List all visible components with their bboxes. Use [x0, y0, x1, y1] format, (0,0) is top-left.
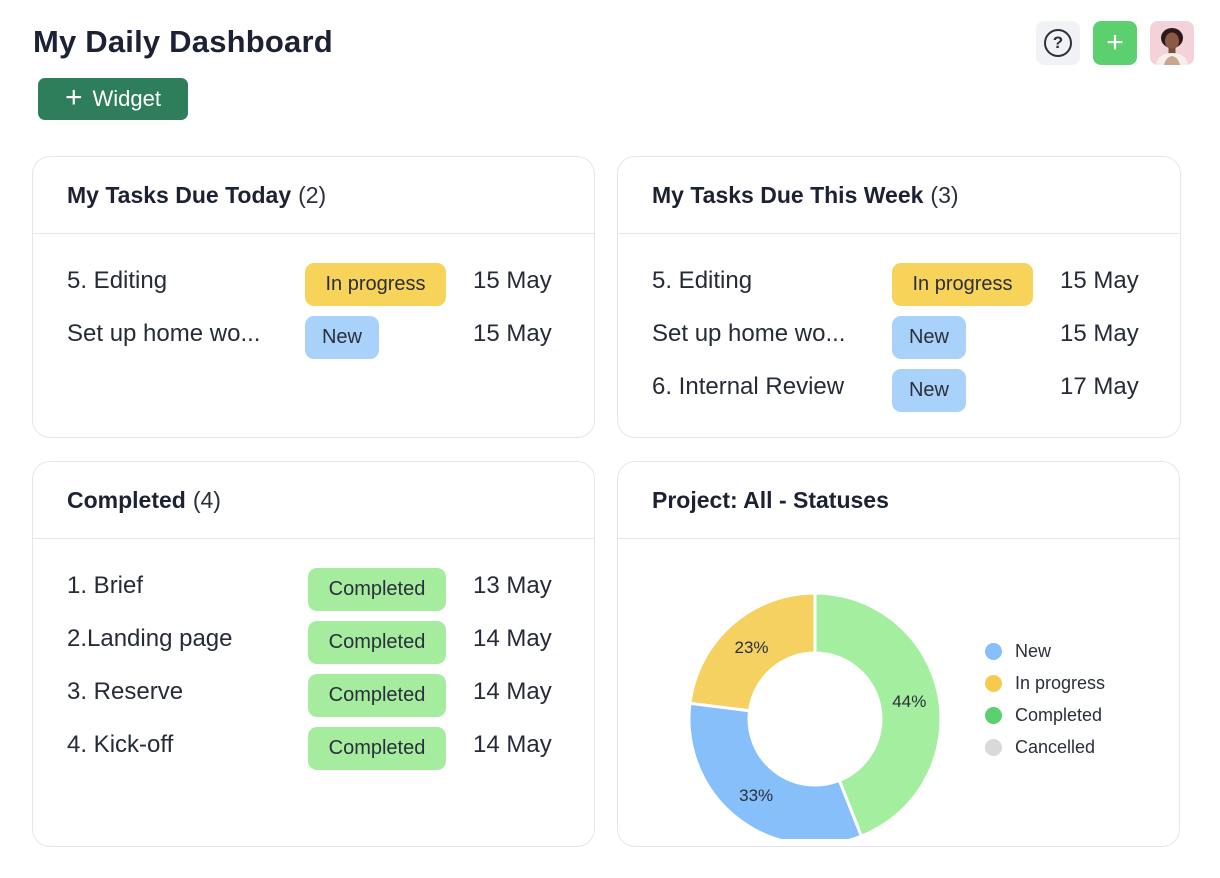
due-date: 17 May	[1060, 373, 1139, 400]
status-badge: In progress	[892, 263, 1033, 306]
legend-item-cancelled[interactable]: Cancelled	[985, 731, 1105, 763]
avatar[interactable]	[1150, 21, 1194, 65]
task-count: (3)	[930, 181, 959, 208]
donut-slice-new[interactable]	[687, 701, 864, 839]
legend-item-new[interactable]: New	[985, 635, 1105, 667]
status-badge: In progress	[305, 263, 446, 306]
status-badge: Completed	[308, 621, 446, 664]
donut-slice-label: 33%	[739, 786, 773, 805]
card-header: Project: All - Statuses	[618, 462, 1179, 539]
card-title: My Tasks Due This Week	[652, 181, 924, 208]
task-name[interactable]: Set up home wo...	[67, 320, 261, 347]
donut-chart: 44% 33% 23%	[687, 591, 943, 839]
due-date: 15 May	[1060, 320, 1139, 347]
task-row[interactable]: 6. Internal Review New 17 May	[652, 369, 1180, 422]
due-date: 14 May	[473, 731, 552, 758]
card-header: My Tasks Due Today (2)	[33, 157, 594, 234]
due-date: 15 May	[1060, 267, 1139, 294]
chart-area: 44% 33% 23% New In progress Completed Canc…	[618, 539, 1179, 839]
legend-item-in-progress[interactable]: In progress	[985, 667, 1105, 699]
status-badge: Completed	[308, 727, 446, 770]
legend-label: In progress	[1015, 672, 1106, 693]
due-date: 14 May	[473, 678, 552, 705]
status-badge: Completed	[308, 674, 446, 717]
task-name[interactable]: 4. Kick-off	[67, 731, 174, 758]
card-header: My Tasks Due This Week (3)	[618, 157, 1180, 234]
task-name[interactable]: Set up home wo...	[652, 320, 846, 347]
task-count: (2)	[298, 181, 327, 208]
task-row[interactable]: 5. Editing In progress 15 May	[652, 263, 1180, 316]
legend-label: Completed	[1015, 704, 1103, 725]
chart-legend: New In progress Completed Cancelled	[985, 635, 1105, 763]
top-actions: ? +	[1036, 21, 1194, 65]
status-badge: New	[892, 369, 966, 412]
donut-slice-label: 23%	[734, 638, 768, 657]
task-list: 5. Editing In progress 15 May Set up hom…	[33, 234, 594, 369]
status-badge: New	[305, 316, 379, 359]
card-title: Completed	[67, 486, 186, 513]
task-name[interactable]: 2.Landing page	[67, 625, 233, 652]
task-count: (4)	[192, 486, 221, 513]
legend-dot	[985, 642, 1002, 660]
legend-item-completed[interactable]: Completed	[985, 699, 1105, 731]
tasks-due-today-card: My Tasks Due Today (2) 5. Editing In pro…	[32, 156, 595, 438]
task-name[interactable]: 5. Editing	[652, 267, 753, 294]
card-header: Completed (4)	[33, 462, 594, 539]
donut-slice-completed[interactable]	[813, 591, 943, 839]
task-row[interactable]: 2.Landing page Completed 14 May	[67, 621, 594, 674]
card-title: Project: All - Statuses	[652, 486, 889, 513]
add-button[interactable]: +	[1093, 21, 1137, 65]
due-date: 14 May	[473, 625, 552, 652]
task-list: 1. Brief Completed 13 May 2.Landing page…	[33, 539, 594, 780]
legend-label: New	[1015, 640, 1052, 661]
user-avatar-icon	[1150, 21, 1194, 65]
statuses-chart-card: Project: All - Statuses 44% 33% 23% New In…	[617, 461, 1180, 847]
due-date: 15 May	[473, 320, 552, 347]
task-list: 5. Editing In progress 15 May Set up hom…	[618, 234, 1180, 422]
due-date: 15 May	[473, 267, 552, 294]
tasks-due-week-card: My Tasks Due This Week (3) 5. Editing In…	[617, 156, 1181, 438]
task-row[interactable]: Set up home wo... New 15 May	[67, 316, 594, 369]
add-widget-button[interactable]: + Widget	[38, 78, 188, 120]
legend-label: Cancelled	[1015, 736, 1096, 757]
status-badge: Completed	[308, 568, 446, 611]
task-name[interactable]: 6. Internal Review	[652, 373, 845, 400]
task-row[interactable]: 3. Reserve Completed 14 May	[67, 674, 594, 727]
completed-card: Completed (4) 1. Brief Completed 13 May …	[32, 461, 595, 847]
legend-dot	[985, 706, 1002, 724]
legend-dot	[985, 738, 1002, 756]
help-button[interactable]: ?	[1036, 21, 1080, 65]
task-row[interactable]: 5. Editing In progress 15 May	[67, 263, 594, 316]
add-widget-label: Widget	[92, 86, 161, 111]
card-title: My Tasks Due Today	[67, 181, 292, 208]
task-name[interactable]: 5. Editing	[67, 267, 168, 294]
legend-dot	[985, 674, 1002, 692]
task-name[interactable]: 3. Reserve	[67, 678, 184, 705]
page-title: My Daily Dashboard	[33, 24, 333, 59]
task-row[interactable]: Set up home wo... New 15 May	[652, 316, 1180, 369]
donut-slice-label: 44%	[892, 692, 926, 711]
task-name[interactable]: 1. Brief	[67, 572, 144, 599]
donut-slice-in-progress[interactable]	[688, 591, 817, 713]
question-icon: ?	[1044, 29, 1072, 57]
task-row[interactable]: 4. Kick-off Completed 14 May	[67, 727, 594, 780]
due-date: 13 May	[473, 572, 552, 599]
plus-icon: +	[64, 80, 83, 114]
status-badge: New	[892, 316, 966, 359]
task-row[interactable]: 1. Brief Completed 13 May	[67, 568, 594, 621]
